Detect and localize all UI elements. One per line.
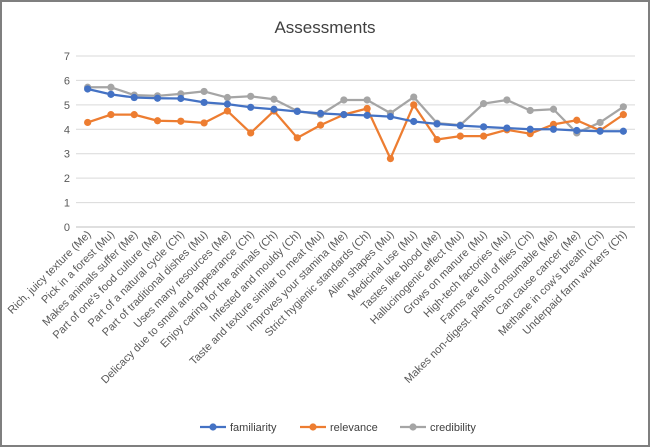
data-point-relevance <box>247 129 255 137</box>
data-point-relevance <box>316 121 325 129</box>
legend: familiarity relevance credibility <box>200 422 476 434</box>
data-point-relevance <box>619 111 627 119</box>
data-point-familiarity <box>270 105 278 113</box>
series-lines <box>84 83 627 163</box>
data-point-familiarity <box>84 85 92 93</box>
data-point-familiarity <box>340 111 348 119</box>
data-point-relevance <box>177 117 185 125</box>
y-tick-label: 0 <box>64 222 70 234</box>
data-point-relevance <box>223 107 231 115</box>
series-line-credibility <box>87 86 624 135</box>
series-line-familiarity <box>87 87 624 133</box>
data-point-familiarity <box>363 111 371 119</box>
y-tick-label: 6 <box>64 75 70 87</box>
data-point-credibility <box>247 92 255 100</box>
data-point-familiarity <box>247 103 255 111</box>
data-point-credibility <box>363 96 371 104</box>
data-point-credibility <box>480 100 488 108</box>
data-point-familiarity <box>480 123 488 131</box>
data-point-familiarity <box>200 98 208 107</box>
data-point-credibility <box>549 105 558 113</box>
data-point-familiarity <box>410 117 418 126</box>
y-axis-ticks: 0 1 2 3 4 5 6 7 <box>64 51 70 234</box>
legend-marker-relevance <box>309 423 317 431</box>
data-point-credibility <box>270 95 278 103</box>
data-point-relevance <box>410 101 418 109</box>
y-tick-label: 7 <box>64 51 70 63</box>
data-point-relevance <box>456 132 464 140</box>
legend-marker-familiarity <box>209 423 217 431</box>
data-point-credibility <box>526 106 534 115</box>
data-point-familiarity <box>293 107 301 116</box>
data-point-relevance <box>200 119 208 127</box>
data-point-familiarity <box>619 127 627 135</box>
data-point-familiarity <box>503 124 511 132</box>
legend-label-relevance: relevance <box>330 422 378 434</box>
data-point-credibility <box>200 87 208 96</box>
data-point-credibility <box>596 118 604 127</box>
data-point-relevance <box>107 111 115 119</box>
data-point-familiarity <box>130 93 138 102</box>
data-point-relevance <box>573 116 581 124</box>
chart-title: Assessments <box>274 18 375 37</box>
y-tick-label: 2 <box>64 173 70 185</box>
data-point-credibility <box>619 103 627 111</box>
data-point-familiarity <box>596 127 604 135</box>
gridlines <box>76 55 635 228</box>
data-point-credibility <box>503 96 511 104</box>
data-point-familiarity <box>526 125 534 133</box>
data-point-familiarity <box>153 94 162 102</box>
data-point-familiarity <box>456 122 464 130</box>
data-point-relevance <box>386 155 395 163</box>
y-tick-label: 3 <box>64 149 70 161</box>
data-point-familiarity <box>433 120 441 128</box>
data-point-relevance <box>130 111 138 119</box>
y-tick-label: 4 <box>64 124 70 136</box>
data-point-familiarity <box>177 94 185 103</box>
y-tick-label: 5 <box>64 100 70 112</box>
data-point-relevance <box>363 104 371 113</box>
data-point-relevance <box>293 134 301 142</box>
data-point-relevance <box>433 135 441 144</box>
y-tick-label: 1 <box>64 198 70 210</box>
x-axis-ticks: Rich, juicy texture (Me)Pick in a forest… <box>6 229 630 387</box>
data-point-familiarity <box>223 100 231 108</box>
data-point-credibility <box>107 83 115 91</box>
series-line-relevance <box>87 103 624 160</box>
data-point-relevance <box>480 132 488 140</box>
data-point-credibility <box>410 93 418 101</box>
data-point-familiarity <box>386 112 395 121</box>
series-familiarity <box>84 85 627 135</box>
legend-marker-credibility <box>409 423 417 431</box>
data-point-familiarity <box>107 90 115 98</box>
data-point-relevance <box>84 118 92 127</box>
data-point-relevance <box>153 117 162 125</box>
data-point-credibility <box>223 93 231 102</box>
data-point-familiarity <box>316 109 325 118</box>
data-point-familiarity <box>573 126 581 135</box>
data-point-familiarity <box>549 125 558 133</box>
legend-label-credibility: credibility <box>430 422 476 434</box>
legend-label-familiarity: familiarity <box>230 422 277 434</box>
data-point-credibility <box>340 96 348 104</box>
